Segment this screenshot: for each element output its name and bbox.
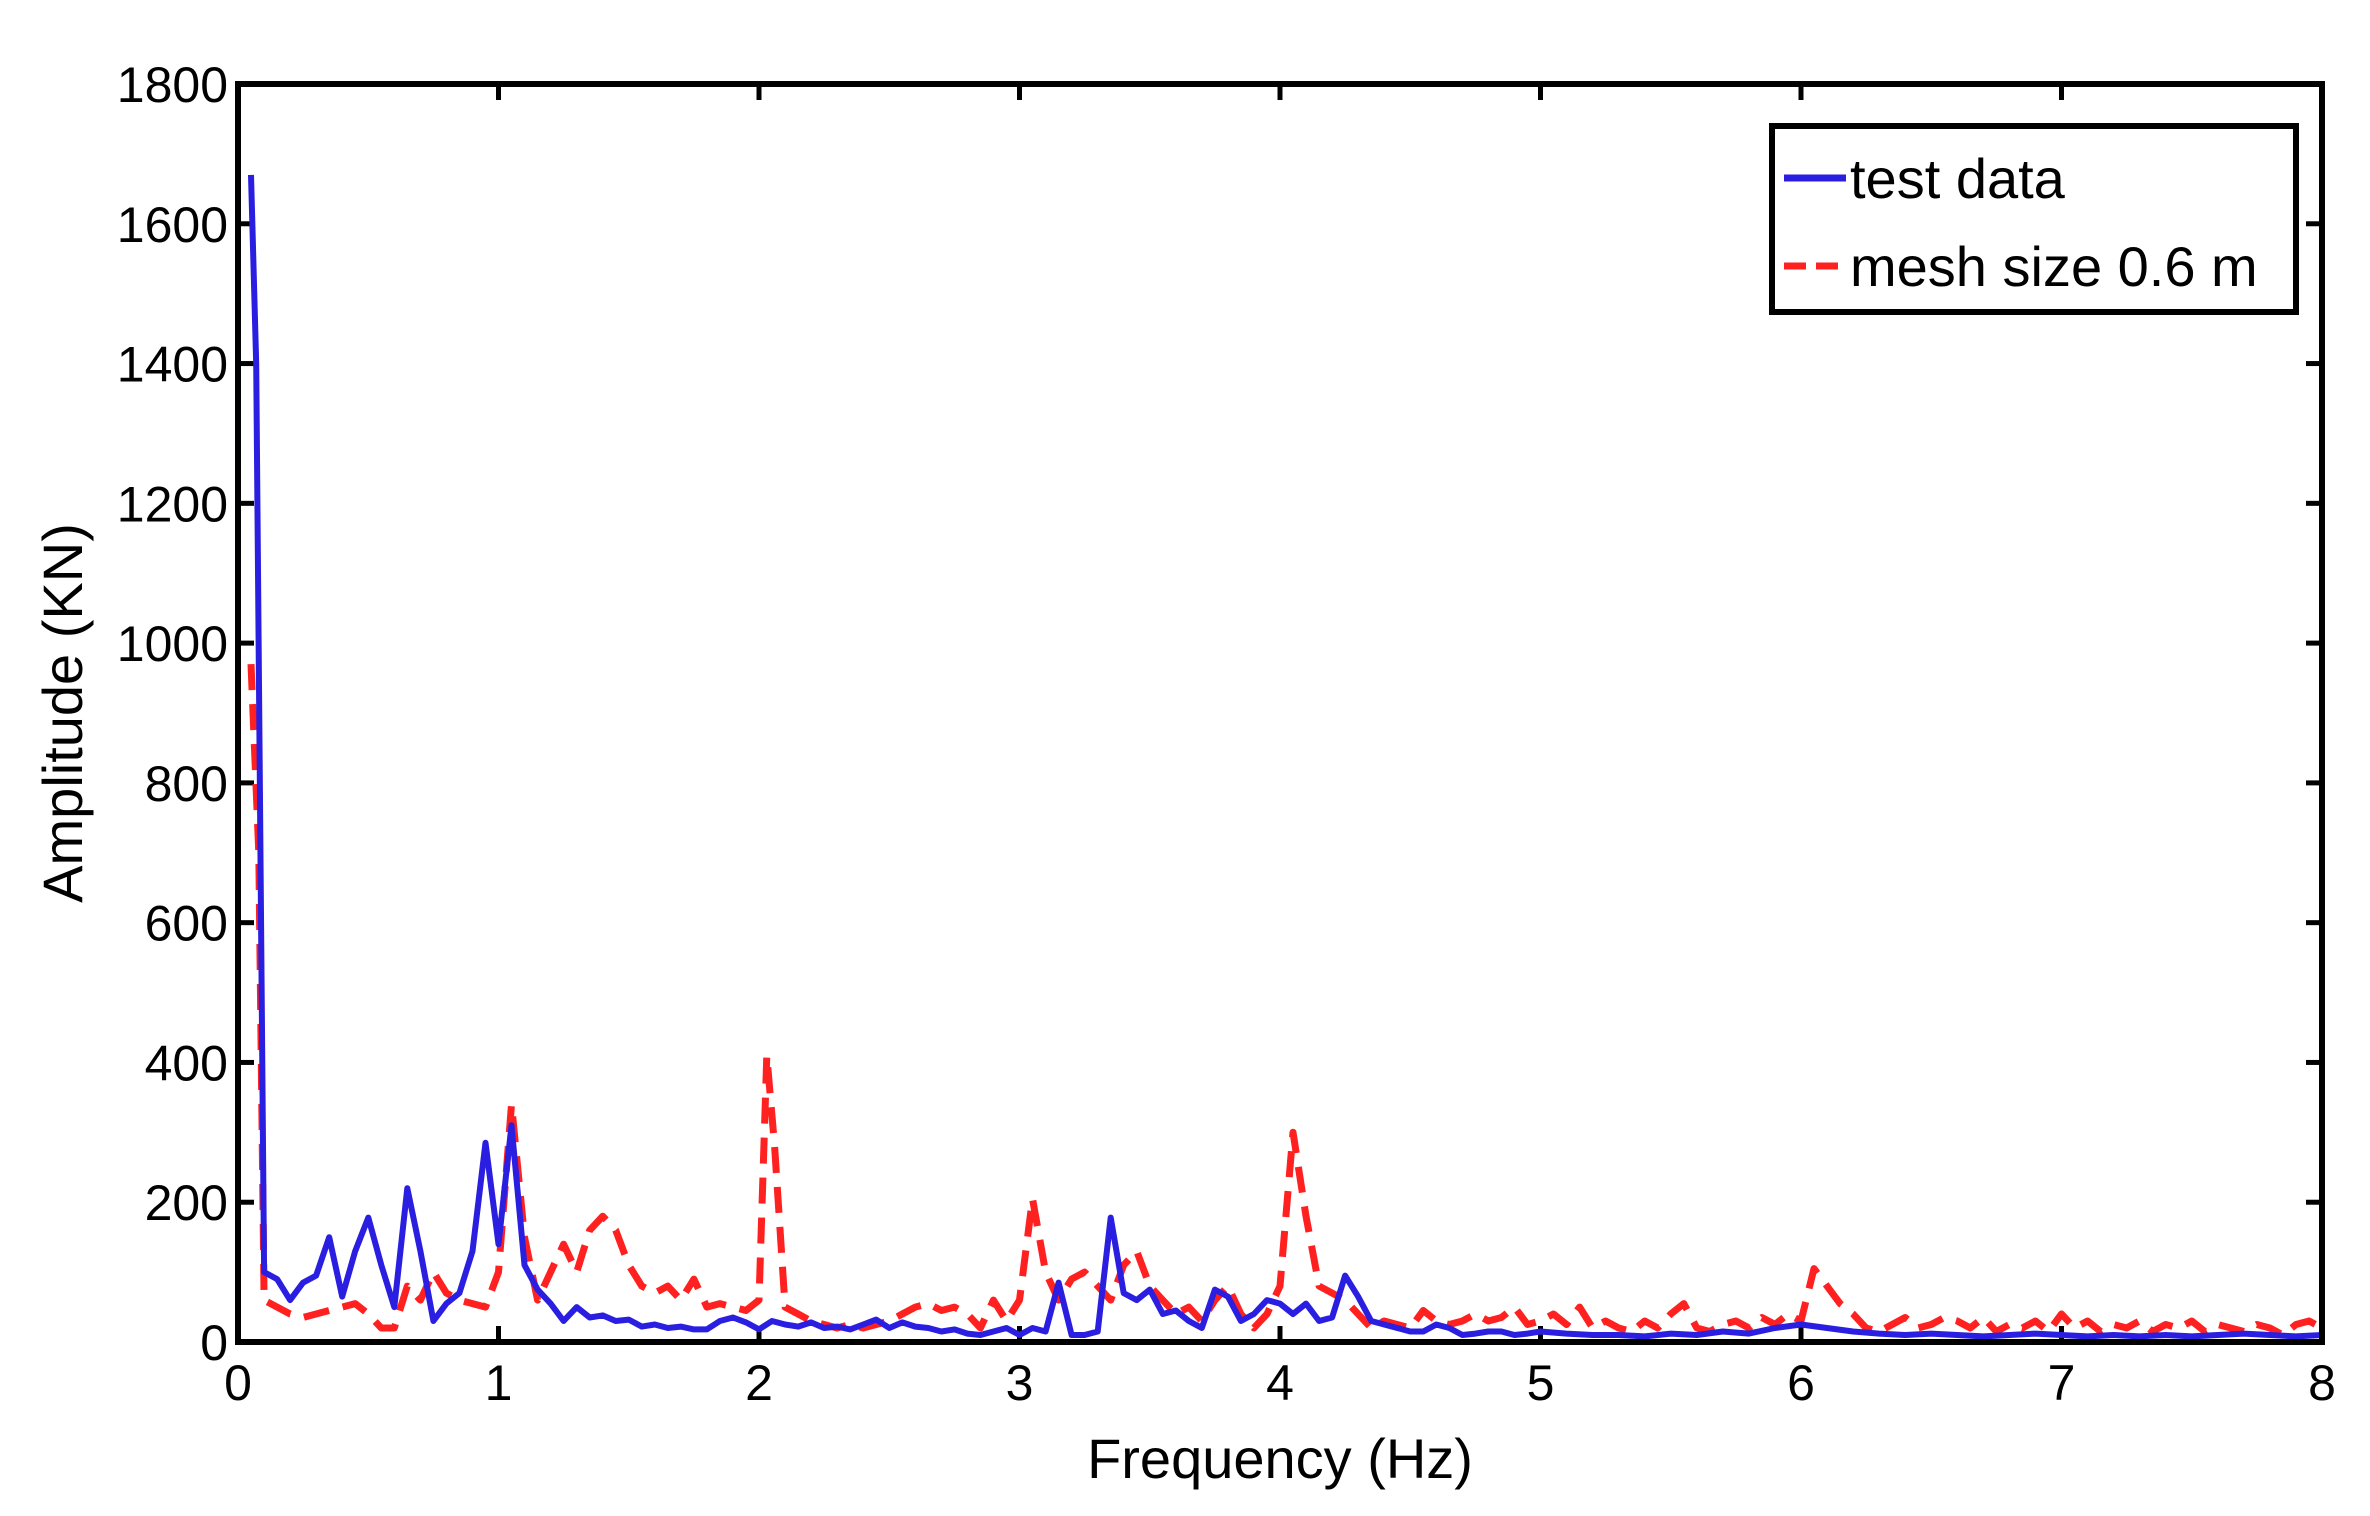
series-line-0 [248, 174, 2323, 1340]
x-tick-label-1: 1 [485, 1355, 513, 1411]
y-tick-label-4: 800 [145, 756, 228, 812]
y-tick-label-3: 600 [145, 896, 228, 952]
x-tick-label-7: 7 [2048, 1355, 2076, 1411]
legend: test data mesh size 0.6 m [1769, 123, 2299, 315]
y-axis-label: Amplitude (KN) [31, 523, 94, 903]
y-tick-label-1: 200 [145, 1175, 228, 1231]
legend-box [1769, 123, 2299, 315]
plot-frame [235, 81, 2325, 1345]
x-tick-label-2: 2 [745, 1355, 773, 1411]
x-axis-label: Frequency (Hz) [1087, 1427, 1473, 1490]
plot-series [247, 174, 2324, 1340]
legend-label-0: test data [1850, 147, 2066, 210]
x-tick-label-4: 4 [1266, 1355, 1294, 1411]
y-tick-label-5: 1000 [117, 616, 228, 672]
legend-label-1: mesh size 0.6 m [1850, 235, 2258, 298]
x-tick-label-0: 0 [224, 1355, 252, 1411]
y-tick-label-8: 1600 [117, 197, 228, 253]
x-tick-label-3: 3 [1006, 1355, 1034, 1411]
y-tick-label-6: 1200 [117, 476, 228, 532]
series-line-1 [247, 663, 2324, 1339]
y-tick-label-0: 0 [200, 1315, 228, 1371]
y-tick-label-2: 400 [145, 1035, 228, 1091]
x-tick-label-6: 6 [1787, 1355, 1815, 1411]
x-tick-label-5: 5 [1527, 1355, 1555, 1411]
y-tick-label-7: 1400 [117, 337, 228, 393]
tick-labels: 0 1 2 3 4 5 6 7 8 0 200 400 600 800 1000 1200 1400 1600 18… [117, 57, 2336, 1411]
x-tick-label-8: 8 [2308, 1355, 2336, 1411]
y-tick-label-9: 1800 [117, 57, 228, 113]
